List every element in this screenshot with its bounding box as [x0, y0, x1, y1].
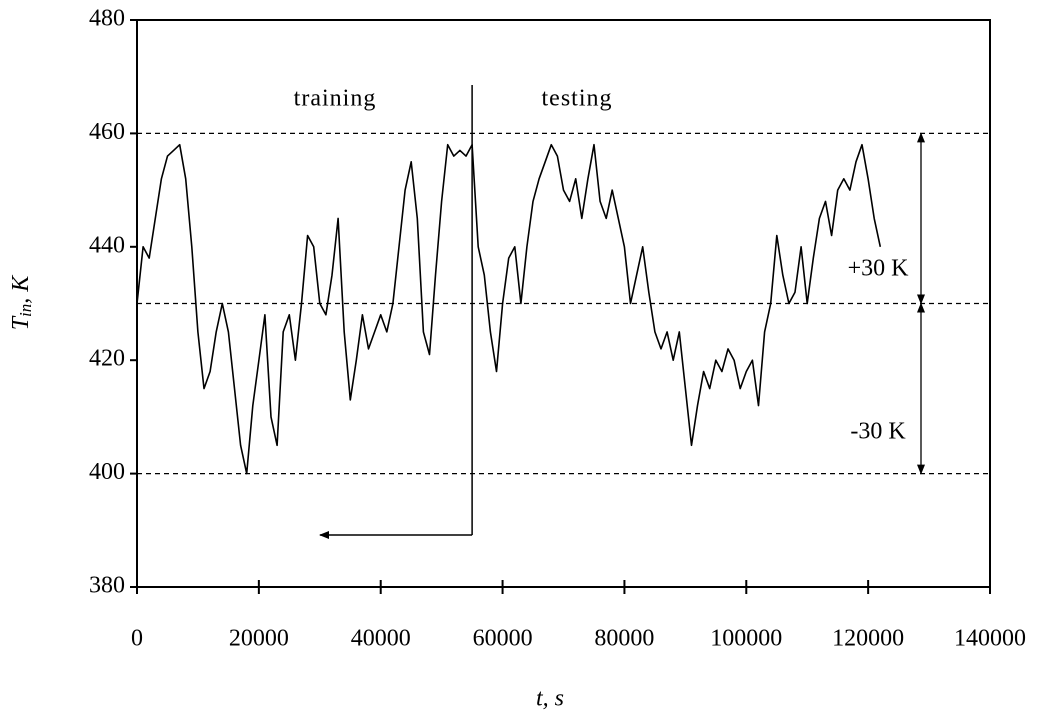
y-tick-label: 460 — [89, 119, 125, 145]
annotation: -30 K — [850, 419, 906, 445]
x-tick-label: 40000 — [351, 626, 411, 652]
annotation: training — [294, 86, 377, 112]
y-tick-label: 420 — [89, 346, 125, 372]
y-label-rest: , K — [8, 274, 34, 304]
data-line — [136, 143, 882, 475]
y-label-main: T — [8, 315, 34, 330]
x-tick-label: 80000 — [594, 626, 654, 652]
x-axis-label: t, s — [536, 686, 564, 712]
y-tick-label: 440 — [89, 232, 125, 258]
y-tick-label: 380 — [89, 573, 125, 599]
x-tick-label: 60000 — [473, 626, 533, 652]
x-tick-label: 120000 — [832, 626, 904, 652]
y-label-sub: in — [16, 304, 35, 317]
x-tick-label: 0 — [131, 626, 143, 652]
y-tick-label: 480 — [89, 6, 125, 32]
y-tick-label: 400 — [89, 459, 125, 485]
x-tick-label: 140000 — [954, 626, 1026, 652]
x-tick-label: 20000 — [229, 626, 289, 652]
y-axis-label: Tin, K — [8, 274, 35, 331]
x-tick-label: 100000 — [710, 626, 782, 652]
annotation: +30 K — [848, 256, 910, 282]
annotation: testing — [542, 86, 613, 112]
